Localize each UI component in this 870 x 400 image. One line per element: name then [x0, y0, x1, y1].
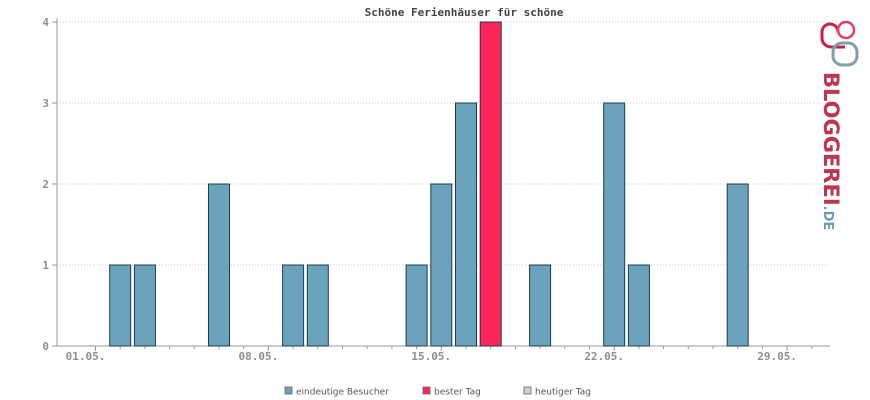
x-tick-label-15.05.: 15.05. [411, 350, 451, 363]
bar-19.05. [529, 264, 552, 347]
legend-label-0: eindeutige Besucher [296, 388, 389, 398]
chart-title: Schöne Ferienhäuser für schöne [365, 6, 564, 19]
x-tick-label-01.05.: 01.05. [66, 350, 106, 363]
logo-suffix-text: .DE [820, 206, 835, 231]
legend: eindeutige Besucher bester Tag heutiger Ta… [284, 386, 591, 398]
bar-02.05. [109, 264, 132, 347]
x-tick-labels: 01.05. 08.05. 15.05. 22.05. 29.05. [66, 350, 797, 363]
x-tick-label-08.05.: 08.05. [239, 350, 279, 363]
bar-17.05. [479, 21, 502, 347]
bar-22.05. [603, 102, 626, 347]
bar-27.05. [726, 183, 749, 347]
bar-03.05. [133, 264, 156, 347]
logo-speech-bubble-icon [820, 20, 859, 67]
legend-label-1: bester Tag [434, 388, 481, 398]
bar-16.05. [455, 102, 477, 347]
y-tick-label-0: 0 [42, 340, 49, 353]
legend-swatch-2 [523, 386, 532, 395]
y-tick-label-3: 3 [42, 97, 49, 110]
legend-swatch-1 [422, 386, 431, 395]
bar-14.05. [405, 264, 428, 347]
logo-main-text: BLOGGEREI [819, 72, 843, 206]
y-tick-label-4: 4 [42, 16, 49, 29]
bars [109, 21, 749, 347]
x-tick-label-22.05.: 22.05. [584, 350, 624, 363]
y-tick-labels: 0 1 2 3 4 [42, 16, 49, 353]
legend-label-2: heutiger Tag [535, 388, 591, 398]
bloggerei-logo: BLOGGEREI.DE [819, 20, 859, 230]
bar-23.05. [627, 264, 650, 347]
bar-10.05. [306, 264, 329, 347]
x-tick-label-29.05.: 29.05. [757, 350, 797, 363]
y-tick-label-1: 1 [42, 259, 49, 272]
bar-09.05. [282, 264, 305, 347]
bar-06.05. [208, 183, 230, 347]
y-tick-label-2: 2 [42, 178, 49, 191]
logo-wordmark: BLOGGEREI.DE [819, 72, 843, 230]
bar-15.05. [430, 183, 453, 347]
legend-swatch-0 [284, 386, 293, 395]
